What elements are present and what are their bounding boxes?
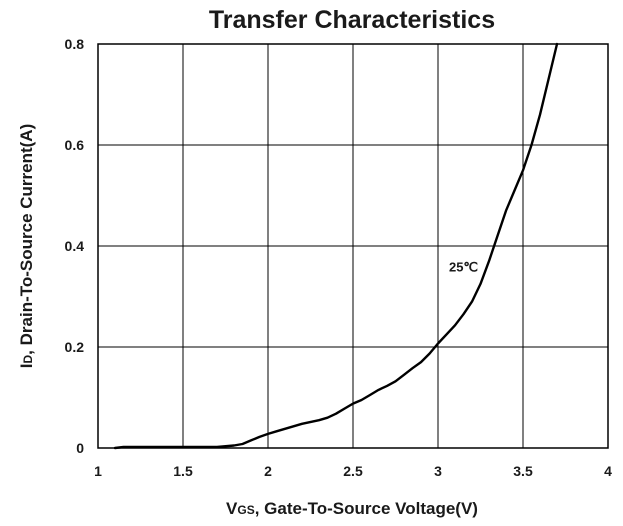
chart-title: Transfer Characteristics: [209, 6, 495, 34]
y-axis-label: ID, Drain-To-Source Current(A): [17, 124, 36, 368]
x-tick-label: 3: [434, 463, 442, 479]
y-axis-label-prefix: I: [17, 364, 36, 369]
annotations: 25℃: [449, 259, 478, 274]
x-axis-label-prefix: V: [226, 499, 238, 518]
x-tick-label: 1: [94, 463, 102, 479]
x-tick-label: 3.5: [513, 463, 533, 479]
y-tick-label: 0.2: [65, 339, 85, 355]
y-tick-label: 0: [76, 440, 84, 456]
x-axis-ticks: 1 1.5 2 2.5 3 3.5 4: [94, 463, 612, 479]
y-tick-label: 0.4: [65, 238, 85, 254]
series-line-0: [113, 42, 559, 450]
series-layer: [113, 42, 559, 450]
x-tick-label: 2: [264, 463, 272, 479]
plot-frame: [97, 43, 609, 449]
y-axis-ticks: 0 0.2 0.4 0.6 0.8: [65, 36, 85, 456]
x-tick-label: 4: [604, 463, 612, 479]
x-axis-label: VGS, Gate-To-Source Voltage(V): [226, 499, 478, 518]
y-axis-label-subscript: D: [21, 355, 35, 364]
annotation-0: 25℃: [449, 259, 478, 274]
grid-lines: [98, 44, 608, 448]
y-tick-label: 0.8: [65, 36, 85, 52]
x-tick-label: 2.5: [343, 463, 363, 479]
y-axis-label-suffix: , Drain-To-Source Current(A): [17, 124, 36, 355]
x-axis-label-suffix: , Gate-To-Source Voltage(V): [255, 499, 478, 518]
y-tick-label: 0.6: [65, 137, 85, 153]
x-tick-label: 1.5: [173, 463, 193, 479]
x-axis-label-subscript: GS: [237, 503, 254, 517]
